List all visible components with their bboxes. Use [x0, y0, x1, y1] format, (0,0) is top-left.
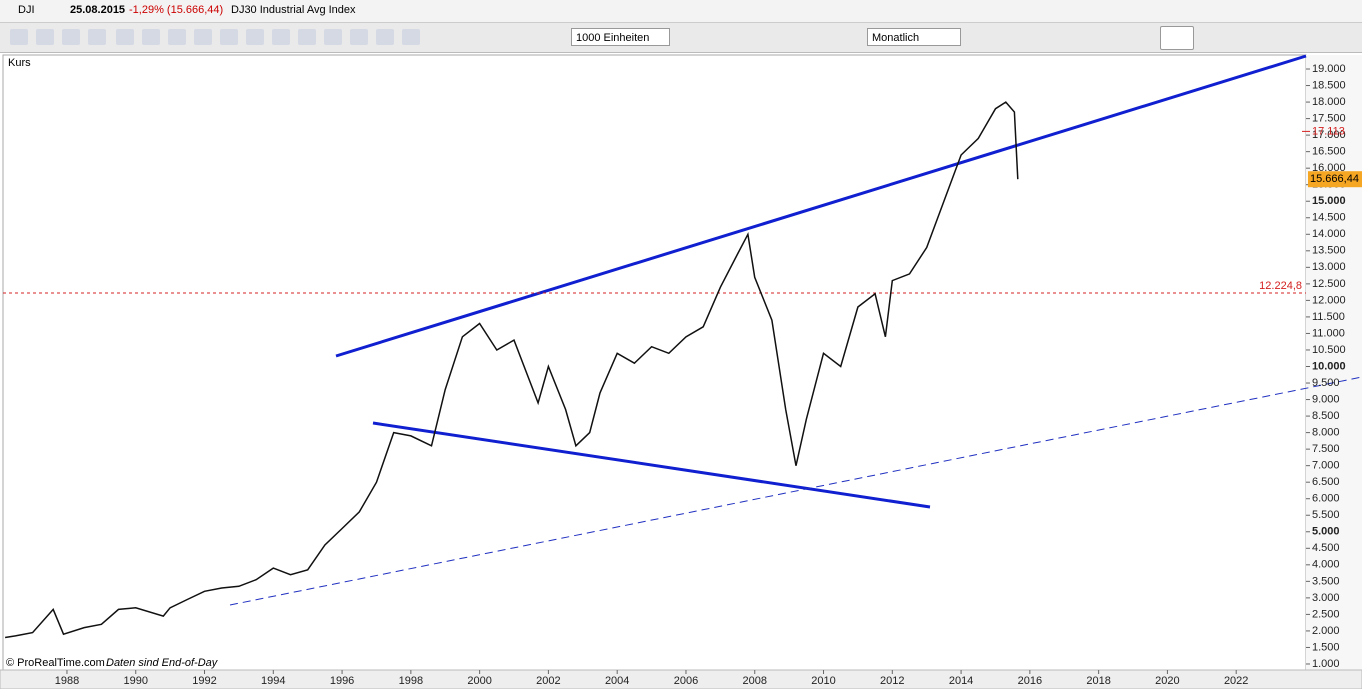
tool-line[interactable]: [116, 29, 134, 45]
x-tick-label: 2010: [811, 675, 835, 687]
y-tick-label: 1.500: [1312, 641, 1340, 653]
x-tick-label: 2004: [605, 675, 629, 687]
y-tick-label: 8.500: [1312, 410, 1340, 422]
y-tick-label: 18.500: [1312, 79, 1346, 91]
chart: Kurs © ProRealTime.com Daten sind End-of…: [0, 54, 1362, 689]
y-tick-label: 13.500: [1312, 245, 1346, 257]
x-tick-label: 2018: [1086, 675, 1110, 687]
copyright: © ProRealTime.com: [6, 657, 105, 669]
x-tick-label: 2014: [949, 675, 973, 687]
tool-ray[interactable]: [142, 29, 160, 45]
y-tick-label: 4.000: [1312, 559, 1340, 571]
symbol[interactable]: DJI: [18, 4, 35, 16]
x-tick-label: 2012: [880, 675, 904, 687]
tool-fib[interactable]: [272, 29, 290, 45]
plot-area: [2, 54, 1307, 671]
date: 25.08.2015: [70, 4, 126, 16]
marker-label: 17.113: [1312, 125, 1345, 137]
y-tick-label: 6.000: [1312, 493, 1340, 505]
tool-vline[interactable]: [194, 29, 212, 45]
y-tick-label: 10.500: [1312, 344, 1346, 356]
tool-pitchfork[interactable]: [298, 29, 316, 45]
y-tick-label: 5.500: [1312, 509, 1340, 521]
trend-line-lower[interactable]: [372, 421, 931, 509]
title-bar: DJI 25.08.2015 -1,29% (15.666,44) DJ30 I…: [0, 0, 1362, 23]
x-tick-label: 1992: [192, 675, 216, 687]
y-tick-label: 18.000: [1312, 96, 1346, 108]
y-tick-label: 10.000: [1312, 360, 1346, 372]
y-tick-label: 17.500: [1312, 113, 1346, 125]
x-tick-label: 2002: [536, 675, 560, 687]
tool-channel[interactable]: [220, 29, 238, 45]
hline-label: 12.224,8: [1259, 280, 1302, 292]
trend-line-dashed[interactable]: [229, 376, 1362, 606]
instrument-name: DJ30 Industrial Avg Index: [231, 4, 356, 16]
x-tick-label: 2020: [1155, 675, 1179, 687]
x-tick-label: 2006: [674, 675, 698, 687]
y-tick-label: 11.000: [1312, 327, 1345, 339]
y-tick-label: 3.500: [1312, 575, 1340, 587]
indicator-button[interactable]: [1160, 26, 1194, 50]
y-tick-label: 4.500: [1312, 542, 1340, 554]
y-tick-label: 16.000: [1312, 162, 1346, 174]
y-tick-label: 16.500: [1312, 146, 1346, 158]
change: -1,29% (15.666,44): [129, 4, 224, 16]
y-tick-label: 17.000: [1312, 129, 1346, 141]
x-tick-label: 2008: [743, 675, 767, 687]
x-tick-label: 2022: [1224, 675, 1248, 687]
data-note: Daten sind End-of-Day: [106, 657, 219, 669]
y-tick-label: 14.000: [1312, 228, 1346, 240]
y-tick-label: 19.000: [1312, 63, 1346, 75]
y-tick-label: 7.000: [1312, 460, 1340, 472]
x-tick-label: 1990: [123, 675, 147, 687]
tool-alert[interactable]: [62, 29, 80, 45]
y-tick-label: 1.000: [1312, 658, 1340, 670]
x-tick-label: 2000: [467, 675, 491, 687]
x-tick-label: 2016: [1018, 675, 1042, 687]
y-tick-label: 7.500: [1312, 443, 1340, 455]
y-tick-label: 9.000: [1312, 393, 1340, 405]
tool-cursor[interactable]: [10, 29, 28, 45]
tool-text[interactable]: [246, 29, 264, 45]
y-tick-label: 5.000: [1312, 526, 1340, 538]
tool-ruler[interactable]: [36, 29, 54, 45]
period-select[interactable]: Monatlich: [867, 28, 961, 46]
price-line: [4, 101, 1019, 639]
x-tick-label: 1996: [330, 675, 354, 687]
x-tick-label: 1994: [261, 675, 285, 687]
x-tick-label: 1988: [55, 675, 79, 687]
y-tick-label: 12.000: [1312, 294, 1346, 306]
units-select[interactable]: 1000 Einheiten: [571, 28, 670, 46]
toolbar: 1000 Einheiten Monatlich: [0, 23, 1362, 53]
y-tick-label: 9.500: [1312, 377, 1340, 389]
last-price-box: [1308, 171, 1362, 188]
tool-zoom[interactable]: [88, 29, 106, 45]
y-tick-label: 15.000: [1312, 195, 1346, 207]
panel-label: Kurs: [8, 57, 31, 69]
y-tick-label: 6.500: [1312, 476, 1340, 488]
tool-pattern[interactable]: [376, 29, 394, 45]
y-tick-label: 13.000: [1312, 261, 1346, 273]
tool-triangle[interactable]: [402, 29, 420, 45]
y-tick-label: 11.500: [1312, 311, 1345, 323]
tool-hline[interactable]: [168, 29, 186, 45]
y-tick-label: 3.000: [1312, 592, 1340, 604]
x-axis-area: [0, 669, 1362, 689]
y-tick-label: 8.000: [1312, 427, 1340, 439]
tool-settings[interactable]: [324, 29, 342, 45]
tool-delete[interactable]: [350, 29, 368, 45]
trend-line-upper[interactable]: [335, 54, 1307, 358]
y-tick-label: 12.500: [1312, 278, 1346, 290]
last-price-label: 15.666,44: [1310, 173, 1359, 185]
y-tick-label: 2.000: [1312, 625, 1340, 637]
x-tick-label: 1998: [399, 675, 423, 687]
y-axis-area: [1306, 55, 1362, 670]
y-tick-label: 2.500: [1312, 608, 1340, 620]
y-tick-label: 14.500: [1312, 212, 1346, 224]
